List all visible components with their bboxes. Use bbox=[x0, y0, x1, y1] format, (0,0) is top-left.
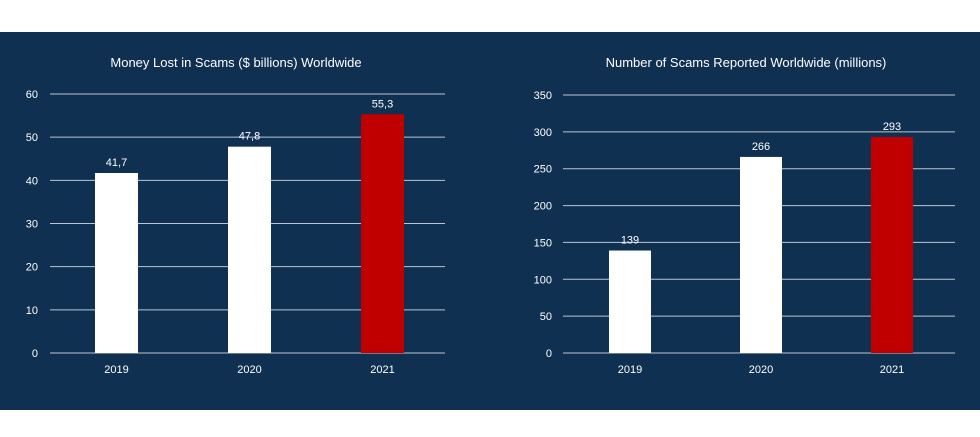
bar-2019 bbox=[95, 172, 138, 353]
y-tick-label: 200 bbox=[534, 201, 552, 213]
y-tick-label: 350 bbox=[534, 90, 552, 102]
y-tick-label: 0 bbox=[32, 348, 38, 360]
money-lost-chart: Money Lost in Scams ($ billions) Worldwi… bbox=[26, 55, 445, 376]
bars bbox=[95, 114, 404, 353]
y-tick-label: 0 bbox=[546, 348, 552, 360]
scams-reported-chart: Number of Scams Reported Worldwide (mill… bbox=[534, 55, 955, 376]
y-tick-label: 50 bbox=[540, 311, 552, 323]
y-tick-label: 20 bbox=[26, 262, 38, 274]
y-axis-ticks: 0 50 100 150 200 250 300 350 bbox=[534, 90, 552, 360]
x-tick-label: 2019 bbox=[618, 364, 642, 376]
data-label: 41,7 bbox=[106, 157, 127, 169]
bars bbox=[609, 137, 913, 353]
bar-2021 bbox=[361, 114, 404, 353]
data-label: 293 bbox=[883, 121, 901, 133]
bar-2019 bbox=[609, 250, 651, 353]
x-tick-label: 2019 bbox=[104, 364, 128, 376]
chart-title: Number of Scams Reported Worldwide (mill… bbox=[606, 55, 887, 70]
y-axis-ticks: 0 10 20 30 40 50 60 bbox=[26, 89, 38, 360]
chart-title: Money Lost in Scams ($ billions) Worldwi… bbox=[110, 55, 361, 70]
x-tick-label: 2020 bbox=[749, 364, 773, 376]
bar-2020 bbox=[740, 156, 782, 353]
data-label: 139 bbox=[621, 235, 639, 247]
y-tick-label: 250 bbox=[534, 164, 552, 176]
bar-2021 bbox=[871, 137, 913, 353]
y-tick-label: 50 bbox=[26, 132, 38, 144]
x-axis-ticks: 2019 2020 2021 bbox=[618, 364, 904, 376]
y-tick-label: 300 bbox=[534, 127, 552, 139]
bar-2020 bbox=[228, 146, 271, 353]
y-tick-label: 60 bbox=[26, 89, 38, 101]
y-tick-label: 100 bbox=[534, 274, 552, 286]
x-tick-label: 2021 bbox=[370, 364, 394, 376]
charts-panel: Money Lost in Scams ($ billions) Worldwi… bbox=[0, 32, 980, 410]
data-label: 266 bbox=[752, 141, 770, 153]
y-tick-label: 30 bbox=[26, 219, 38, 231]
x-tick-label: 2020 bbox=[237, 364, 261, 376]
x-axis-ticks: 2019 2020 2021 bbox=[104, 364, 394, 376]
y-tick-label: 40 bbox=[26, 175, 38, 187]
y-tick-label: 150 bbox=[534, 237, 552, 249]
data-label: 47,8 bbox=[239, 131, 260, 143]
data-label: 55,3 bbox=[372, 98, 393, 110]
x-tick-label: 2021 bbox=[880, 364, 904, 376]
charts-canvas: Money Lost in Scams ($ billions) Worldwi… bbox=[0, 32, 980, 410]
data-labels: 41,7 47,8 55,3 bbox=[106, 98, 393, 169]
y-tick-label: 10 bbox=[26, 305, 38, 317]
data-labels: 139 266 293 bbox=[621, 121, 901, 247]
